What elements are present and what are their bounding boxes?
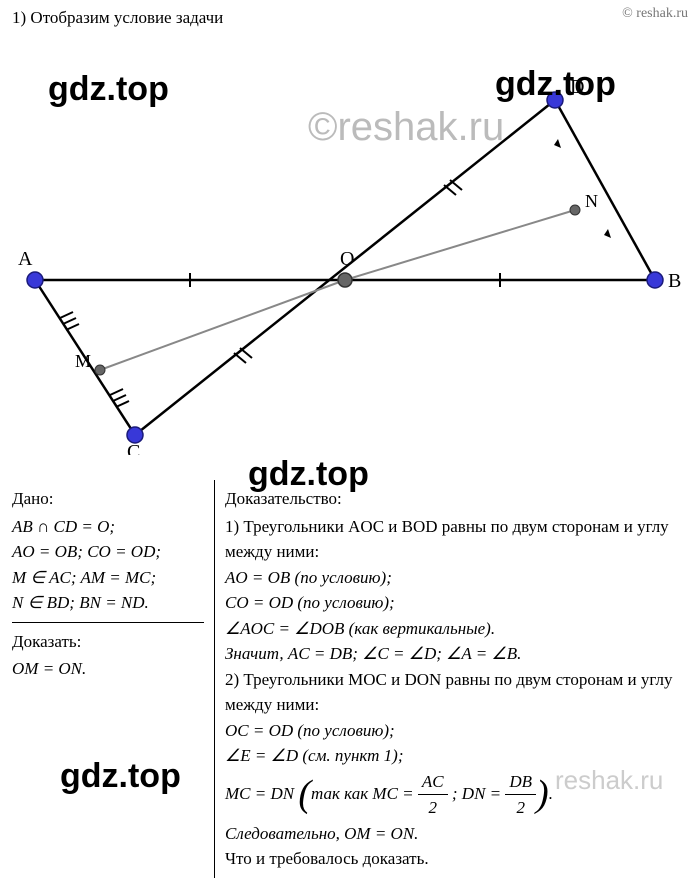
point-B xyxy=(647,272,663,288)
proof-line-4: ∠AOC = ∠DOB (как вертикальные). xyxy=(225,616,690,642)
given-line-4: N ∈ BD; BN = ND. xyxy=(12,590,204,616)
proof-line-1: 1) Треугольники AOC и BOD равны по двум … xyxy=(225,514,690,565)
p9e-den: 2 xyxy=(505,795,536,821)
label-C: C xyxy=(127,441,140,455)
proof-table: Дано: AB ∩ CD = O; AO = OB; CO = OD; M ∈… xyxy=(0,480,700,878)
rparen-icon: ) xyxy=(536,779,549,809)
proof-line-5: Значит, AC = DB; ∠C = ∠D; ∠A = ∠B. xyxy=(225,641,690,667)
label-B: B xyxy=(668,270,681,292)
tick-MC-2 xyxy=(113,395,126,401)
p9d: ; DN = xyxy=(452,783,501,802)
proof-title: Доказательство: xyxy=(225,486,690,512)
tick-AM-1 xyxy=(60,312,73,318)
p9c-num: AC xyxy=(418,769,448,796)
p9f: . xyxy=(549,783,553,802)
tick-AM-2 xyxy=(63,318,76,324)
proof-line-11: Что и требовалось доказать. xyxy=(225,846,690,872)
tick-ND xyxy=(554,139,561,148)
given-line-3: M ∈ AC; AM = MC; xyxy=(12,565,204,591)
point-N xyxy=(570,205,580,215)
proof-line-7: OC = OD (по условию); xyxy=(225,718,690,744)
tick-CO-2 xyxy=(240,348,252,358)
line-MO xyxy=(100,280,345,370)
frac-DB: DB 2 xyxy=(505,769,536,821)
copyright-text: © reshak.ru xyxy=(622,6,688,22)
divider xyxy=(12,622,204,623)
lparen-icon: ( xyxy=(298,779,311,809)
tick-CO-1 xyxy=(234,353,246,363)
watermark-gdz-2: gdz.top xyxy=(495,65,616,104)
label-A: A xyxy=(18,248,33,270)
watermark-gdz-1: gdz.top xyxy=(48,70,169,109)
tick-MC-1 xyxy=(110,389,123,395)
tick-MC-3 xyxy=(116,401,129,407)
p9c-den: 2 xyxy=(418,795,448,821)
frac-AC: AC 2 xyxy=(418,769,448,821)
proof-line-8: ∠E = ∠D (см. пункт 1); xyxy=(225,743,690,769)
prove-line: OM = ON. xyxy=(12,656,204,682)
tick-AM-3 xyxy=(66,324,79,330)
proof-line-2: AO = OB (по условию); xyxy=(225,565,690,591)
tick-OD-2 xyxy=(450,180,462,190)
label-N: N xyxy=(585,191,598,211)
watermark-reshak-main: ©reshak.ru xyxy=(308,105,504,150)
p9b: так как MC = xyxy=(311,783,414,802)
proof-line-6: 2) Треугольники MOC и DON равны по двум … xyxy=(225,667,690,718)
given-title: Дано: xyxy=(12,486,204,512)
proof-line-9: MC = DN (так как MC = AC 2 ; DN = DB 2 )… xyxy=(225,769,690,821)
given-column: Дано: AB ∩ CD = O; AO = OB; CO = OD; M ∈… xyxy=(0,480,215,878)
label-O: O xyxy=(340,248,354,270)
proof-line-3: CO = OD (по условию); xyxy=(225,590,690,616)
label-M: M xyxy=(75,351,91,371)
tick-BN xyxy=(604,229,611,238)
point-M xyxy=(95,365,105,375)
tick-OD-1 xyxy=(444,185,456,195)
given-line-2: AO = OB; CO = OD; xyxy=(12,539,204,565)
proof-column: Доказательство: 1) Треугольники AOC и BO… xyxy=(215,480,700,878)
line-BD xyxy=(555,100,655,280)
step-title: 1) Отобразим условие задачи xyxy=(12,8,223,28)
prove-title: Доказать: xyxy=(12,629,204,655)
point-A xyxy=(27,272,43,288)
proof-line-10: Следовательно, OM = ON. xyxy=(225,821,690,847)
point-O xyxy=(338,273,352,287)
p9e-num: DB xyxy=(505,769,536,796)
line-ON xyxy=(345,210,575,280)
p9a: MC = DN xyxy=(225,783,294,802)
given-line-1: AB ∩ CD = O; xyxy=(12,514,204,540)
